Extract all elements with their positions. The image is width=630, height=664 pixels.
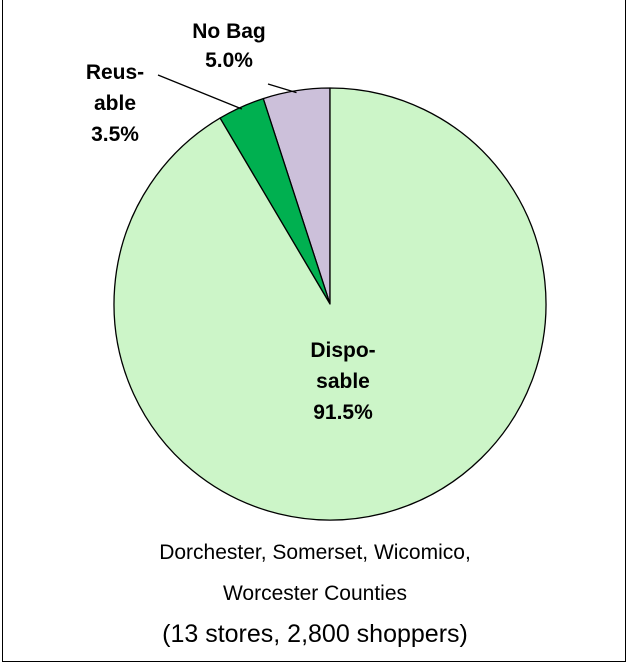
caption-counties-line-2: Worcester Counties: [222, 582, 408, 605]
caption-counties-line-1: Dorchester, Somerset, Wicomico,: [159, 541, 471, 564]
slice-label-1-line-0: Reus-: [86, 61, 144, 84]
slice-label-2-line-1: sable: [316, 370, 370, 393]
slice-label-2-line-2: 91.5%: [313, 401, 373, 424]
pie-slice-2: [113, 87, 547, 521]
slice-label-2-line-0: Dispo-: [310, 339, 375, 362]
caption-sample-size: (13 stores, 2,800 shoppers): [162, 620, 468, 648]
leader-line-0: [267, 83, 297, 94]
slice-label-0-line-0: No Bag: [192, 20, 266, 43]
slice-label-1-line-1: able: [94, 92, 136, 115]
leader-line-1: [157, 74, 243, 110]
slice-label-0-line-1: 5.0%: [205, 49, 253, 72]
slice-label-1-line-2: 3.5%: [91, 123, 139, 146]
